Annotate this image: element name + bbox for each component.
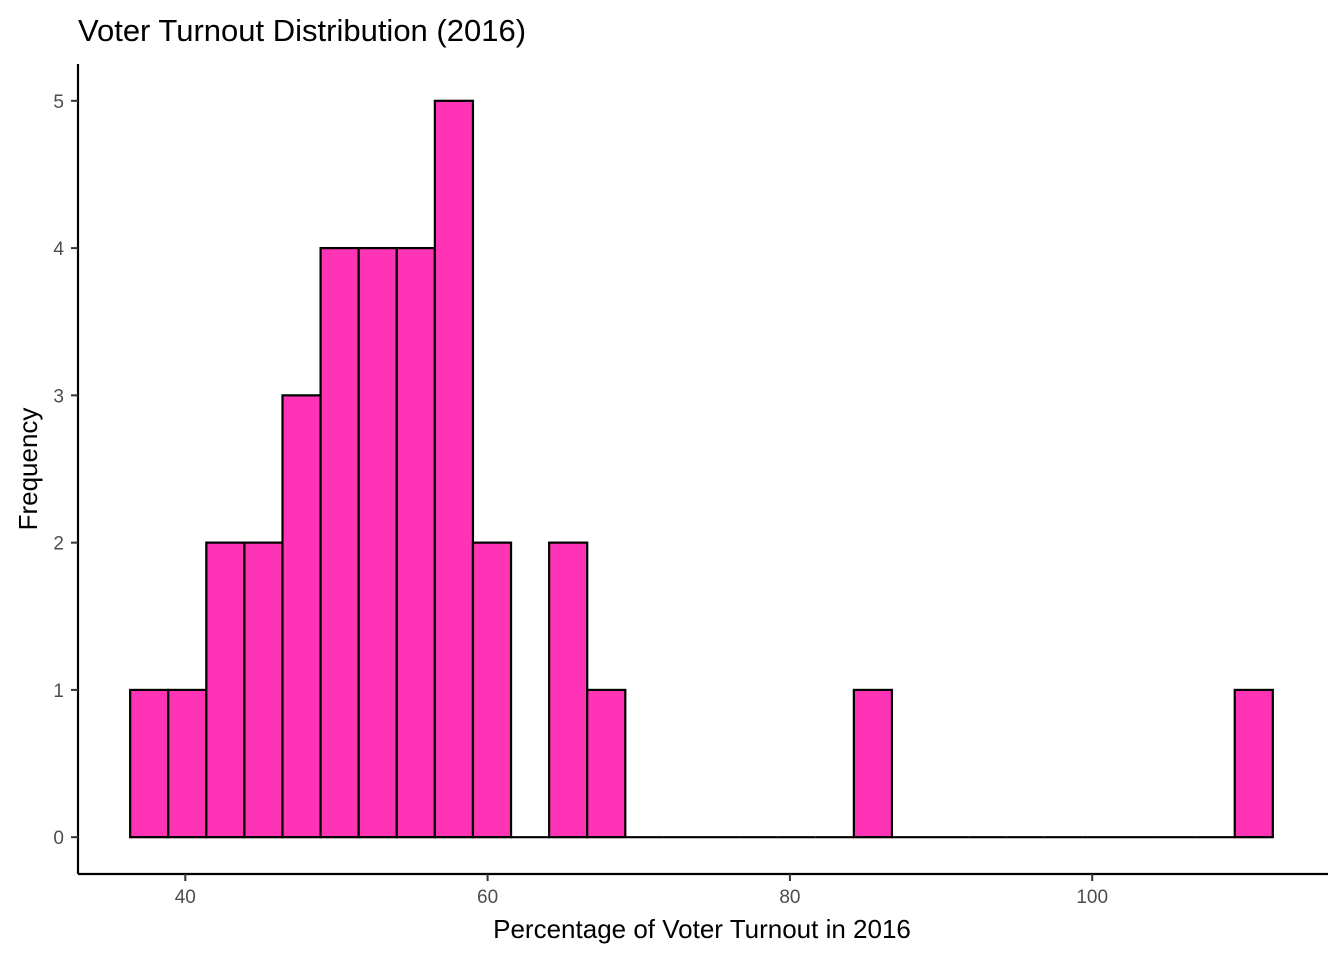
histogram-bar	[1233, 688, 1274, 839]
x-axis-title: Percentage of Voter Turnout in 2016	[493, 914, 911, 944]
y-tick-label: 0	[53, 828, 64, 849]
x-tick-label: 60	[477, 887, 498, 908]
y-axis-title: Frequency	[13, 408, 43, 531]
y-tick-label: 1	[53, 681, 64, 702]
y-axis: 0 1 2 3 4 5	[53, 64, 80, 874]
histogram-bar	[852, 688, 894, 839]
histogram-bar	[167, 688, 208, 839]
histogram-bar	[548, 541, 589, 839]
histogram-bar	[395, 246, 436, 839]
histogram-bar	[319, 246, 360, 839]
y-tick-label: 4	[53, 239, 64, 260]
bars-group	[129, 99, 1274, 839]
histogram-bar	[433, 99, 475, 839]
histogram-bar	[357, 246, 398, 839]
x-axis: 40 60 80 100	[78, 872, 1328, 908]
histogram-bar	[243, 541, 284, 839]
histogram-bar	[471, 541, 513, 839]
x-tick-label: 80	[779, 887, 800, 908]
histogram-bar	[586, 688, 627, 839]
x-tick-label: 100	[1076, 887, 1108, 908]
histogram-bar	[281, 394, 322, 839]
histogram-bar	[205, 541, 246, 839]
y-tick-label: 3	[53, 386, 64, 407]
histogram-bar	[129, 688, 170, 839]
y-tick-label: 2	[53, 534, 64, 555]
y-tick-label: 5	[53, 92, 64, 113]
x-tick-label: 40	[175, 887, 196, 908]
chart-title: Voter Turnout Distribution (2016)	[78, 13, 526, 48]
